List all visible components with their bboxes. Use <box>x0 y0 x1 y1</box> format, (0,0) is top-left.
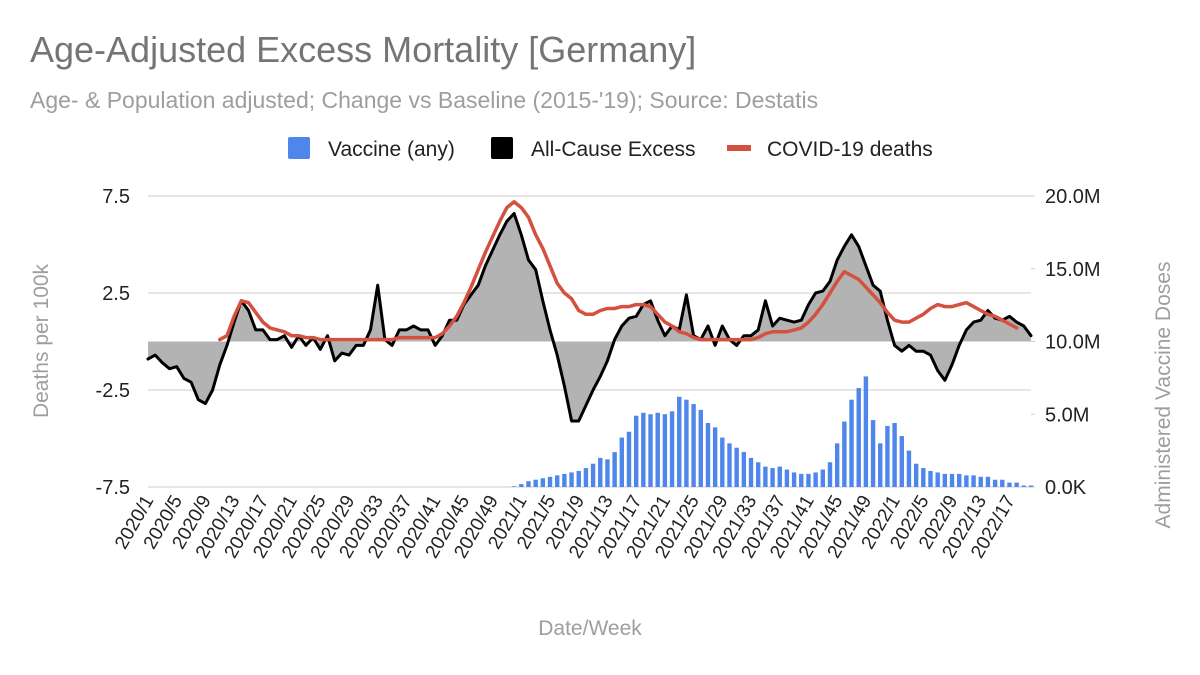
vaccine-bar <box>605 459 610 487</box>
vaccine-bar <box>1007 482 1012 487</box>
vaccine-bar <box>935 472 940 487</box>
vaccine-bar <box>949 473 955 487</box>
vaccine-bar <box>913 463 919 487</box>
vaccine-bar <box>885 425 890 487</box>
vaccine-bar <box>1014 482 1019 487</box>
vaccine-bar <box>533 479 538 487</box>
y2-tick-label: 15.0M <box>1045 259 1101 281</box>
vaccine-bar <box>777 466 782 487</box>
vaccine-bar <box>870 420 876 487</box>
vaccine-bar <box>878 443 883 487</box>
vaccine-bar <box>756 462 761 487</box>
chart-title: Age-Adjusted Excess Mortality [Germany] <box>30 29 696 70</box>
vaccine-bar <box>648 414 653 487</box>
vaccine-bar <box>540 478 546 487</box>
vaccine-bar <box>856 388 861 487</box>
vaccine-bar <box>626 431 632 487</box>
vaccine-bar <box>827 462 833 487</box>
vaccine-bar <box>820 469 826 487</box>
y-tick-label: -7.5 <box>96 477 130 499</box>
vaccine-bar <box>598 457 603 487</box>
vaccine-bar <box>720 437 725 487</box>
vaccine-bar <box>633 415 639 487</box>
y-axis-title: Deaths per 100k <box>30 263 53 418</box>
vaccine-bar <box>784 469 790 487</box>
vaccine-bar <box>641 412 646 487</box>
vaccine-bar <box>655 412 660 487</box>
vaccine-bar <box>849 399 854 487</box>
vaccine-bar <box>662 414 668 487</box>
vaccine-bar <box>957 473 962 487</box>
vaccine-bar <box>569 472 574 487</box>
vaccine-bar <box>921 468 926 487</box>
vaccine-bar <box>712 427 718 487</box>
vaccine-bar <box>734 447 739 487</box>
vaccine-bar <box>583 468 589 487</box>
legend: Vaccine (any) All-Cause Excess COVID-19 de… <box>288 137 933 161</box>
vaccine-bar <box>691 404 696 487</box>
vaccine-bar <box>576 470 581 487</box>
vaccine-bar <box>791 472 797 487</box>
y2-tick-label: 5.0M <box>1045 404 1089 426</box>
y2-tick-label: 20.0M <box>1045 186 1101 208</box>
excess-area <box>148 213 1031 421</box>
vaccine-bar <box>842 421 847 487</box>
vaccine-bar <box>770 468 775 487</box>
vaccine-bar <box>1000 479 1005 487</box>
vaccine-bar <box>799 473 804 487</box>
vaccine-bar <box>928 470 933 487</box>
vaccine-bar <box>899 436 904 487</box>
vaccine-bar <box>590 463 596 487</box>
chart-subtitle: Age- & Population adjusted; Change vs Ba… <box>30 87 818 113</box>
vaccine-bar <box>863 376 869 487</box>
y-tick-label: 2.5 <box>102 283 130 305</box>
vaccine-bar <box>748 457 754 487</box>
vaccine-bar <box>1021 485 1027 487</box>
vaccine-bar <box>763 466 768 487</box>
vaccine-bar <box>741 452 747 487</box>
legend-swatch <box>727 145 751 151</box>
legend-swatch <box>288 137 310 159</box>
vaccine-bar <box>705 422 711 487</box>
legend-label: All-Cause Excess <box>531 138 696 161</box>
vaccine-bar <box>1028 485 1034 487</box>
vaccine-bar <box>971 475 976 487</box>
vaccine-bar <box>511 486 517 487</box>
legend-swatch <box>491 137 513 159</box>
vaccine-bar <box>964 475 969 487</box>
vaccine-bar <box>992 479 998 487</box>
y-tick-label: 7.5 <box>102 186 130 208</box>
vaccine-bar <box>519 484 524 487</box>
x-axis-title: Date/Week <box>538 617 642 640</box>
vaccine-bar <box>834 443 840 487</box>
vaccine-bar <box>612 452 617 487</box>
vaccine-bar <box>669 411 675 487</box>
vaccine-bar <box>547 476 553 487</box>
covid-line <box>218 200 1019 342</box>
vaccine-bar <box>806 473 811 487</box>
vaccine-bar <box>978 476 983 487</box>
vaccine-bar <box>813 472 818 487</box>
legend-label: COVID-19 deaths <box>767 138 933 161</box>
vaccine-bar <box>554 475 560 487</box>
vaccine-bar <box>619 437 625 487</box>
legend-label: Vaccine (any) <box>328 138 455 161</box>
y2-tick-label: 10.0M <box>1045 332 1101 354</box>
vaccine-bar <box>526 481 531 487</box>
vaccine-bar <box>942 473 948 487</box>
y2-axis-title: Administered Vaccine Doses <box>1152 262 1175 529</box>
y-tick-label: -2.5 <box>96 380 130 402</box>
vaccine-bar <box>677 396 682 487</box>
y2-tick-label: 0.0K <box>1045 477 1087 499</box>
vaccine-bar <box>727 443 732 487</box>
vaccine-bar <box>985 476 991 487</box>
vaccine-bar <box>906 450 912 487</box>
vaccine-bar <box>892 422 897 487</box>
vaccine-bar <box>562 473 567 487</box>
vaccine-bar <box>684 399 689 487</box>
vaccine-bar <box>698 409 703 487</box>
